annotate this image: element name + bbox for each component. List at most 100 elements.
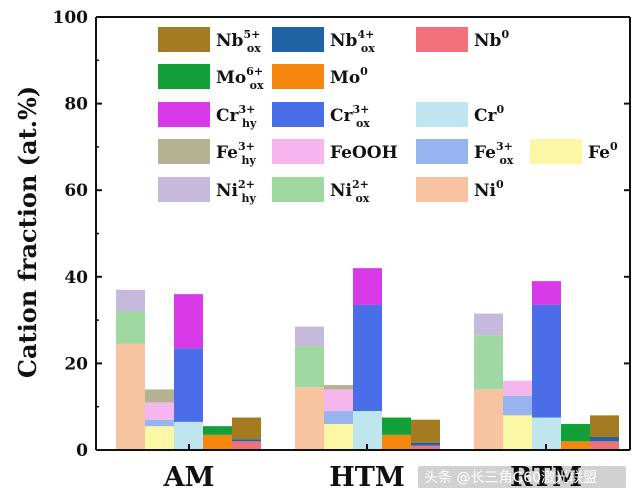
legend-label-ni2hy: Ni2+ hy	[216, 178, 256, 205]
legend-item-cr3hy: Cr3+ hy	[158, 102, 257, 130]
legend-swatch-fe3ox	[416, 139, 468, 164]
bar-htm-ni2ox	[295, 346, 324, 388]
legend-item-ni2hy: Ni2+ hy	[158, 177, 256, 205]
legend-swatch-nb0	[416, 27, 468, 52]
bar-htm-cr0	[353, 411, 382, 450]
legend-item-ni2ox: Ni2+ ox	[272, 177, 370, 205]
bar-htm-nb0	[411, 445, 440, 450]
legend-swatch-nb4ox	[272, 27, 324, 52]
bar-am-nb5ox	[232, 417, 261, 440]
bar-group-htm	[295, 268, 440, 450]
bar-am-cr3ox	[174, 348, 203, 422]
bar-htm-nb4ox	[411, 442, 440, 446]
bar-htm-ni2hy	[295, 326, 324, 347]
bar-htm-mo0	[382, 434, 411, 450]
y-tick-label-0: 0	[76, 441, 88, 461]
legend-label-fe3hy: Fe3+ hy	[216, 140, 256, 167]
bar-group-am	[116, 289, 261, 450]
bar-am-nb0	[232, 441, 261, 450]
y-tick-label-60: 60	[64, 181, 88, 201]
watermark: 头条 @长三角G60激光联盟	[418, 466, 626, 488]
bar-rtm-nb5ox	[590, 415, 619, 438]
bar-am-feooh	[145, 402, 174, 420]
legend-item-feooh: FeOOH	[272, 139, 398, 164]
watermark-text: 头条 @长三角G60激光联盟	[424, 469, 597, 486]
bar-am-ni2hy	[116, 289, 145, 312]
legend-swatch-cr3ox	[272, 102, 324, 127]
legend-swatch-feooh	[272, 139, 324, 164]
bars-layer	[116, 268, 619, 450]
bar-rtm-ni2hy	[474, 313, 503, 336]
bar-rtm-nb4ox	[590, 437, 619, 442]
bar-rtm-mo6ox	[561, 424, 590, 442]
legend-item-fe3hy: Fe3+ hy	[158, 139, 256, 167]
legend-label-nb4ox: Nb4+ ox	[330, 28, 375, 55]
bar-group-rtm	[474, 281, 619, 450]
legend-label-ni0: Ni0	[474, 178, 504, 201]
legend-swatch-cr3hy	[158, 102, 210, 127]
legend-item-fe3ox: Fe3+ ox	[416, 139, 514, 167]
bar-htm-mo6ox	[382, 417, 411, 435]
legend-swatch-cr0	[416, 102, 468, 127]
bar-rtm-feooh	[503, 380, 532, 396]
legend-label-cr0: Cr0	[474, 103, 505, 126]
legend-label-nb5ox: Nb5+ ox	[216, 28, 261, 55]
bar-rtm-cr3hy	[532, 281, 561, 305]
legend-swatch-mo6ox	[158, 64, 210, 89]
legend-item-cr0: Cr0	[416, 102, 505, 127]
bar-am-fe3ox	[145, 419, 174, 427]
x-tick-label-rtm: RTM	[510, 462, 582, 493]
bar-htm-cr3ox	[353, 304, 382, 412]
y-axis-title: Cation fraction (at.%)	[13, 86, 42, 378]
y-tick-label-80: 80	[64, 95, 88, 115]
bar-rtm-mo0	[561, 441, 590, 450]
bar-am-fe0	[145, 426, 174, 450]
bar-am-ni2ox	[116, 311, 145, 344]
legend-swatch-ni0	[416, 177, 468, 202]
bar-rtm-ni0	[474, 389, 503, 450]
legend-swatch-mo0	[272, 64, 324, 89]
y-tick-label-100: 100	[53, 8, 89, 28]
x-tick-label-htm: HTM	[329, 462, 405, 493]
x-tick-label-am: AM	[163, 462, 215, 493]
legend-swatch-ni2hy	[158, 177, 210, 202]
legend-item-nb4ox: Nb4+ ox	[272, 27, 375, 55]
axes-layer: 0 20 40 60 80 100 AM HTM RTM	[53, 8, 631, 493]
bar-am-mo6ox	[203, 426, 232, 435]
legend-label-cr3hy: Cr3+ hy	[216, 103, 257, 130]
bar-rtm-fe0	[503, 415, 532, 450]
bar-htm-feooh	[324, 389, 353, 412]
bar-rtm-cr3ox	[532, 304, 561, 418]
bar-am-fe3hy	[145, 389, 174, 403]
legend-item-mo6ox: Mo6+ ox	[158, 64, 264, 92]
bar-htm-fe3ox	[324, 411, 353, 425]
legend-label-ni2ox: Ni2+ ox	[330, 178, 370, 205]
legend-label-feooh: FeOOH	[330, 143, 398, 163]
legend-label-fe3ox: Fe3+ ox	[474, 140, 514, 167]
bar-htm-fe3hy	[324, 385, 353, 390]
bar-htm-fe0	[324, 424, 353, 450]
legend-item-nb0: Nb0	[416, 27, 509, 52]
bar-am-cr3hy	[174, 294, 203, 349]
bar-htm-ni0	[295, 387, 324, 450]
legend-swatch-nb5ox	[158, 27, 210, 52]
legend-item-nb5ox: Nb5+ ox	[158, 27, 261, 55]
legend-label-fe0: Fe0	[588, 140, 618, 163]
y-tick-label-20: 20	[64, 354, 88, 374]
bar-am-nb4ox	[232, 439, 261, 442]
legend-item-ni0: Ni0	[416, 177, 504, 202]
legend-label-cr3ox: Cr3+ ox	[330, 103, 370, 130]
bar-am-ni0	[116, 343, 145, 450]
legend: Nb5+ ox Nb4+ ox Nb0 Mo6+ ox Mo0 Cr3+ hy Cr3+ ox Cr0 F…	[158, 27, 618, 205]
legend-swatch-fe0	[530, 139, 582, 164]
bar-htm-cr3hy	[353, 268, 382, 305]
legend-label-mo0: Mo0	[330, 65, 368, 88]
bar-am-mo0	[203, 434, 232, 450]
bar-htm-nb5ox	[411, 419, 440, 443]
bar-rtm-ni2ox	[474, 335, 503, 390]
bar-rtm-fe3ox	[503, 395, 532, 416]
legend-swatch-ni2ox	[272, 177, 324, 202]
legend-label-mo6ox: Mo6+ ox	[216, 65, 264, 92]
